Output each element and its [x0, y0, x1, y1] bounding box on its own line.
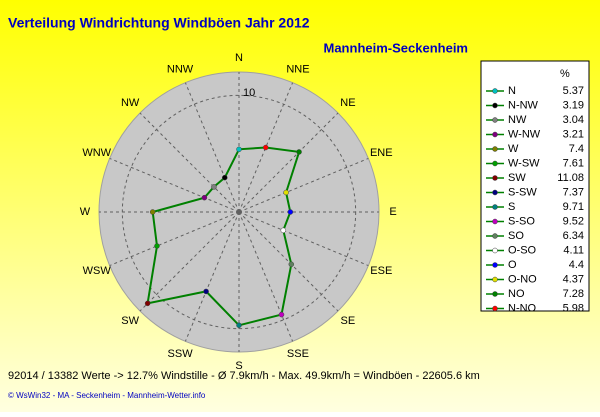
legend-marker — [492, 305, 498, 312]
direction-label: ENE — [370, 147, 393, 159]
legend-label: W-NW — [508, 128, 541, 140]
legend-value: 7.61 — [563, 157, 584, 169]
legend-value: 9.52 — [563, 215, 584, 227]
point — [211, 184, 217, 190]
legend-label: S-SO — [508, 215, 535, 227]
legend-value: 9.71 — [563, 201, 584, 213]
spoke — [184, 82, 240, 213]
direction-label: ESE — [370, 265, 392, 277]
direction-label: WSW — [83, 265, 112, 277]
direction-label: WNW — [82, 147, 111, 159]
direction-label: E — [389, 206, 396, 218]
point — [149, 209, 156, 215]
point — [203, 288, 209, 295]
spoke — [139, 211, 240, 312]
legend-label: N-NO — [508, 302, 537, 314]
direction-label: NNW — [167, 64, 194, 76]
point — [201, 194, 208, 201]
direction-label: SSW — [168, 348, 194, 360]
legend-value: 7.28 — [563, 288, 584, 300]
legend-marker — [492, 218, 498, 225]
legend-marker — [492, 146, 498, 152]
direction-label: SSE — [287, 348, 309, 360]
legend-label: W-SW — [508, 157, 540, 169]
direction-label: NE — [340, 97, 355, 109]
point — [262, 144, 269, 151]
point — [278, 311, 285, 318]
legend-marker — [492, 131, 498, 138]
legend-label: S-SW — [508, 186, 537, 198]
legend-value: 3.04 — [563, 114, 584, 126]
legend-value: 6.34 — [563, 230, 584, 242]
legend-label: N — [508, 85, 516, 97]
direction-label: NNE — [286, 64, 309, 76]
legend-label: O-NO — [508, 273, 537, 285]
point — [144, 300, 151, 307]
legend-value: 7.4 — [569, 143, 584, 155]
direction-label: S — [235, 360, 242, 372]
legend-marker — [492, 102, 498, 109]
chart-title: Verteilung Windrichtung Windböen Jahr 20… — [8, 15, 310, 31]
legend-marker — [492, 276, 498, 283]
spoke — [238, 211, 294, 342]
chart-subtitle: Mannheim-Seckenheim — [324, 40, 469, 55]
legend-label: S — [508, 201, 515, 213]
direction-label: NW — [121, 97, 140, 109]
legend-value: 7.37 — [563, 186, 584, 198]
legend-value: 4.37 — [563, 273, 584, 285]
direction-label: N — [235, 52, 243, 64]
legend-label: NW — [508, 114, 527, 126]
footer: 92014 / 13382 Werte -> 12.7% Windstille … — [8, 370, 480, 382]
direction-label: SW — [121, 315, 139, 327]
direction-label: SE — [341, 315, 356, 327]
legend-value: 3.19 — [563, 99, 584, 111]
legend-label: O-SO — [508, 244, 537, 256]
legend-value: 4.4 — [569, 259, 584, 271]
legend-label: SW — [508, 172, 526, 184]
spoke — [238, 112, 339, 213]
legend-box — [480, 60, 590, 312]
legend-marker — [492, 189, 498, 196]
legend-label: N-NW — [508, 99, 539, 111]
legend-label: O — [508, 259, 517, 271]
point — [236, 146, 242, 153]
legend-label: NO — [508, 288, 525, 300]
legend-value: 4.11 — [563, 244, 584, 256]
point — [296, 149, 302, 155]
legend-label: SO — [508, 230, 524, 242]
point — [222, 174, 228, 181]
spoke — [109, 157, 240, 213]
legend-marker — [492, 204, 498, 210]
ring-label: 10 — [243, 87, 255, 99]
legend-marker — [492, 175, 498, 181]
legend-marker — [492, 262, 498, 268]
credit: © WsWin32 - MA - Seckenheim - Mannheim-W… — [8, 391, 206, 400]
legend-value: 5.98 — [563, 302, 584, 314]
direction-label: W — [80, 206, 91, 218]
legend-label: W — [508, 143, 519, 155]
legend-marker — [492, 160, 498, 167]
legend-value: 11.08 — [557, 172, 584, 184]
point — [287, 209, 294, 215]
point — [154, 243, 160, 249]
legend-value: 5.37 — [563, 85, 584, 97]
legend-marker — [492, 233, 498, 239]
point — [236, 322, 242, 329]
legend-marker — [492, 291, 498, 297]
point — [288, 261, 295, 268]
legend-marker — [492, 247, 498, 254]
point — [280, 227, 287, 234]
spoke — [238, 211, 369, 267]
legend-marker — [492, 88, 498, 94]
legend-header: % — [560, 68, 570, 80]
point — [283, 189, 289, 196]
legend-value: 3.21 — [563, 128, 584, 140]
ring — [121, 94, 357, 330]
legend-marker — [492, 117, 498, 123]
